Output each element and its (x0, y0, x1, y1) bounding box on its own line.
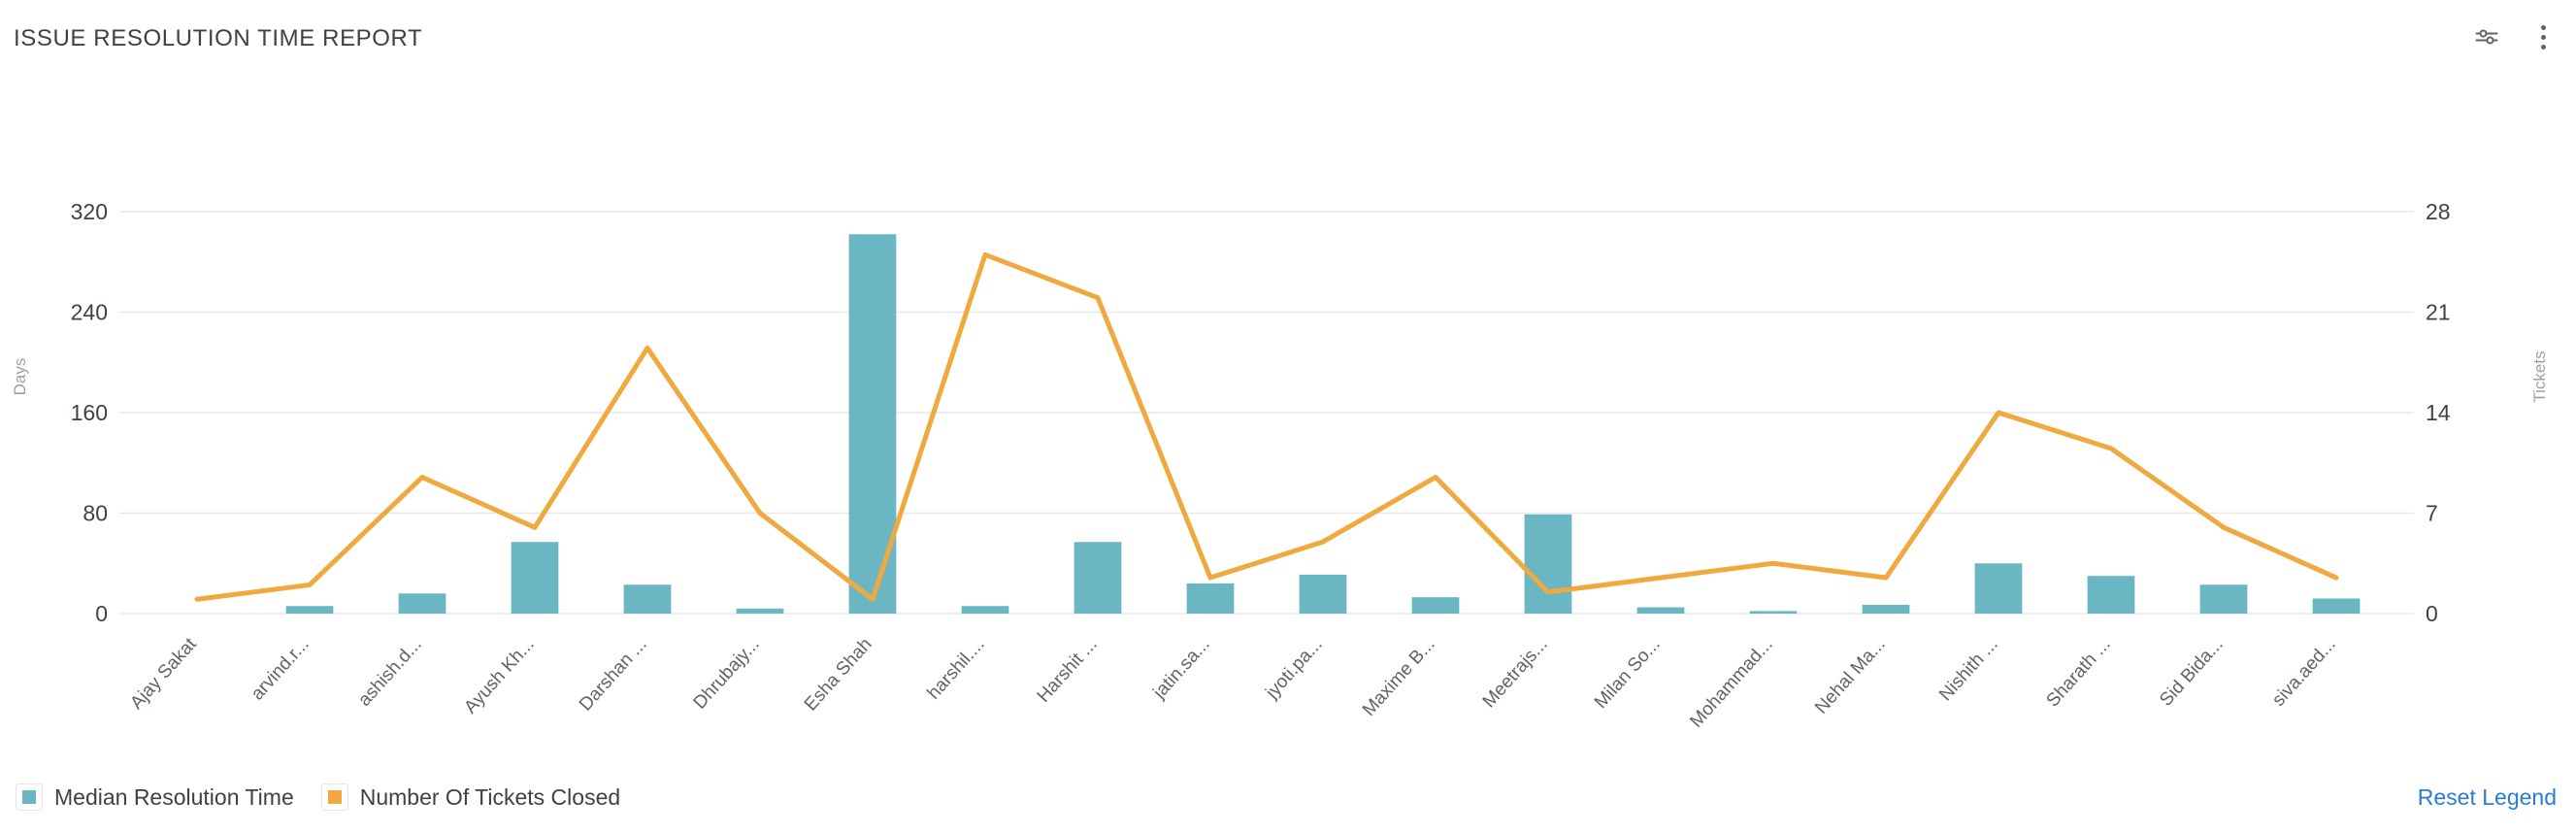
header-actions (2469, 19, 2560, 54)
more-vertical-icon[interactable] (2526, 19, 2560, 54)
x-axis-category-label: Sharath ... (2042, 634, 2114, 711)
x-axis-category-label: Ajay Sakat (126, 634, 201, 714)
x-axis-category-label: Sid Bida... (2156, 634, 2228, 710)
x-axis-category-label: Maxime B... (1359, 634, 1439, 720)
x-axis-category-label: siva.aed... (2268, 634, 2340, 710)
bar[interactable] (511, 542, 559, 614)
line-series[interactable] (194, 251, 2339, 602)
x-axis-category-label: jyoti.pa... (1262, 634, 1327, 703)
bar[interactable] (1524, 514, 1572, 614)
bar[interactable] (2312, 598, 2361, 614)
chart-header: ISSUE RESOLUTION TIME REPORT (0, 0, 2576, 74)
x-axis-labels: Ajay Sakat arvind.r... ashish.d... Ayush Kh… (126, 634, 2339, 732)
x-axis-category-label: jatin.sa... (1149, 634, 1214, 703)
plot-area: 0 80 160 240 320 0 7 14 21 28 Ajay Sakat arvind.r… (0, 0, 2576, 738)
x-axis-category-label: Harshit ... (1034, 634, 1102, 706)
reset-legend-link[interactable]: Reset Legend (2417, 783, 2557, 810)
legend-swatch-box (320, 783, 348, 811)
bar[interactable] (2199, 584, 2248, 614)
chart-legend: Median Resolution Time Number Of Tickets… (0, 761, 2576, 833)
bar[interactable] (961, 606, 1009, 614)
bar[interactable] (1862, 604, 1910, 614)
legend-item-number-of-tickets-closed[interactable]: Number Of Tickets Closed (320, 783, 621, 811)
y-axis-right-tick: 0 (2426, 601, 2438, 626)
legend-items: Median Resolution Time Number Of Tickets… (16, 783, 620, 811)
x-axis-category-label: Esha Shah (801, 634, 876, 715)
x-axis-category-label: Dhrubajy... (690, 634, 764, 713)
x-axis-category-label: Milan So... (1591, 634, 1665, 713)
bar[interactable] (285, 606, 334, 614)
bar[interactable] (1749, 611, 1798, 614)
y-axis-right-tick: 14 (2426, 400, 2451, 425)
legend-item-median-resolution-time[interactable]: Median Resolution Time (16, 783, 294, 811)
bar[interactable] (736, 608, 784, 614)
y-axis-left-tick: 0 (95, 601, 108, 626)
y-axis-right-tick: 21 (2426, 300, 2451, 325)
y-axis-left-tick: 240 (71, 300, 108, 325)
bar[interactable] (848, 234, 897, 614)
x-axis-category-label: arvind.r... (248, 634, 314, 704)
x-axis-category-label: Nishith ... (1935, 634, 2002, 705)
sliders-icon[interactable] (2469, 19, 2504, 54)
more-dots (2540, 24, 2546, 50)
bar-series[interactable] (285, 234, 2361, 614)
bar[interactable] (398, 593, 446, 614)
legend-swatch-box (16, 783, 43, 811)
x-axis-category-label: Nehal Ma... (1811, 634, 1890, 717)
x-axis-category-label: Mohammad... (1686, 634, 1776, 731)
gridlines (141, 211, 2393, 615)
y-axis-right-tick: 28 (2426, 199, 2451, 224)
y-axis-left-tick: 80 (83, 501, 108, 526)
bar[interactable] (1073, 542, 1122, 614)
page-title: ISSUE RESOLUTION TIME REPORT (14, 25, 423, 51)
bar[interactable] (1186, 583, 1235, 614)
bar[interactable] (1636, 607, 1685, 614)
legend-label: Number Of Tickets Closed (359, 783, 621, 810)
bar[interactable] (623, 584, 672, 614)
square-icon (327, 790, 342, 804)
y-axis-left-tick: 160 (71, 400, 108, 425)
bar[interactable] (1974, 563, 2023, 614)
x-axis-category-label: Ayush Kh... (460, 634, 538, 717)
y-axis-left-tick: 320 (71, 199, 108, 224)
y-axis-left-title: Days (11, 358, 29, 396)
x-axis-category-label: Meetrajs... (1479, 634, 1552, 712)
x-axis-category-label: harshil.... (924, 634, 989, 703)
x-axis-category-label: Darshan ... (576, 634, 651, 715)
bar[interactable] (1299, 574, 1347, 614)
bar[interactable] (2087, 576, 2135, 614)
y-axis-right: 0 7 14 21 28 (2393, 199, 2451, 626)
legend-label: Median Resolution Time (54, 783, 294, 810)
y-axis-left: 0 80 160 240 320 (71, 199, 141, 626)
y-axis-right-tick: 7 (2426, 501, 2438, 526)
square-icon (22, 790, 36, 804)
bar[interactable] (1411, 597, 1460, 614)
y-axis-right-title: Tickets (2530, 350, 2549, 402)
x-axis-category-label: ashish.d... (354, 634, 426, 710)
chart-svg[interactable]: 0 80 160 240 320 0 7 14 21 28 Ajay Sakat arvind.r… (0, 0, 2576, 738)
